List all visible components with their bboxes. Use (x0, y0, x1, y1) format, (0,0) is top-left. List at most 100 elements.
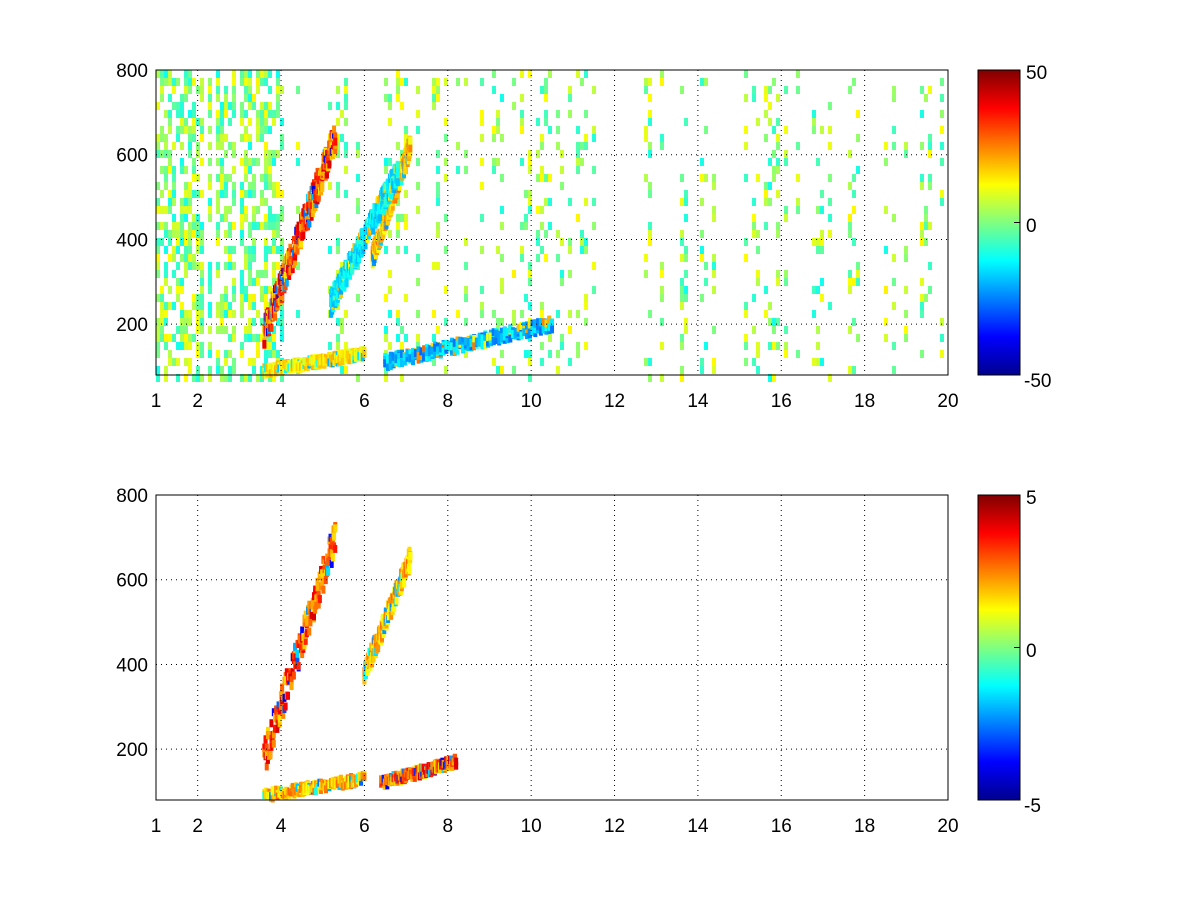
heatmap-cell (820, 278, 824, 286)
heatmap-cell (684, 198, 688, 206)
heatmap-cell (513, 328, 518, 337)
x-tick-label: 8 (443, 391, 454, 412)
heatmap-cell (336, 134, 340, 142)
heatmap-cell (293, 249, 298, 258)
heatmap-cell (334, 286, 339, 295)
heatmap-cell (648, 78, 652, 86)
heatmap-cell (256, 158, 260, 166)
heatmap-cell (928, 86, 932, 94)
heatmap-cell (592, 134, 596, 142)
heatmap-cell (444, 318, 448, 326)
heatmap-cell (264, 358, 268, 366)
heatmap-cell (416, 158, 420, 166)
heatmap-cell (530, 327, 535, 336)
heatmap-cell (776, 318, 780, 326)
heatmap-cell (584, 110, 588, 118)
heatmap-cell (280, 326, 284, 334)
heatmap-cell (280, 334, 284, 342)
heatmap-cell (263, 326, 268, 335)
heatmap-cell (356, 142, 360, 150)
heatmap-cell (536, 230, 540, 238)
heatmap-cell (432, 334, 436, 342)
heatmap-cell (816, 342, 820, 350)
heatmap-cell (216, 206, 220, 214)
heatmap-cell (768, 118, 772, 126)
heatmap-cell (796, 142, 800, 150)
heatmap-cell (386, 355, 391, 364)
heatmap-cell (560, 334, 564, 342)
heatmap-cell (244, 86, 248, 94)
heatmap-cell (536, 206, 540, 214)
heatmap-cell (276, 318, 280, 326)
heatmap-cell (224, 174, 228, 182)
heatmap-cell (756, 246, 760, 254)
heatmap-cell (394, 596, 399, 605)
heatmap-cell (580, 246, 584, 254)
heatmap-cell (244, 158, 248, 166)
heatmap-cell (356, 206, 360, 214)
x-ticks-bottom: 1 2 4 6 8 10 12 14 16 18 20 (151, 816, 959, 837)
heatmap-cell (852, 78, 856, 86)
heatmap-cell (540, 86, 544, 94)
heatmap-cell (296, 640, 301, 649)
heatmap-cell (252, 206, 256, 214)
heatmap-cell (333, 524, 338, 533)
heatmap-cell (768, 342, 772, 350)
heatmap-cell (200, 118, 204, 126)
x-tick-label: 8 (443, 816, 454, 837)
heatmap-cell (326, 567, 331, 576)
heatmap-cell (497, 336, 502, 345)
heatmap-cell (172, 358, 176, 366)
heatmap-cell (316, 180, 321, 189)
heatmap-cell (264, 222, 268, 230)
heatmap-cell (920, 230, 924, 238)
heatmap-cell (264, 118, 268, 126)
heatmap-cell (497, 330, 502, 339)
heatmap-cell (568, 246, 572, 254)
heatmap-cell (540, 174, 544, 182)
heatmap-cell (520, 118, 524, 126)
heatmap-cell (168, 334, 172, 342)
heatmap-cell (568, 198, 572, 206)
heatmap-cell (405, 353, 410, 362)
heatmap-cell (180, 310, 184, 318)
heatmap-cell (644, 78, 648, 86)
heatmap-cell (248, 326, 252, 334)
x-tick-label: 20 (937, 816, 958, 837)
heatmap-cell (784, 278, 788, 286)
heatmap-cell (180, 334, 184, 342)
heatmap-cell (244, 126, 248, 134)
heatmap-cell (224, 350, 228, 358)
heatmap-cell (256, 78, 260, 86)
heatmap-cell (244, 206, 248, 214)
heatmap-cell (848, 222, 852, 230)
heatmap-cell (188, 318, 192, 326)
heatmap-cell (464, 166, 468, 174)
heatmap-cell (168, 302, 172, 310)
heatmap-cell (584, 318, 588, 326)
heatmap-cell (264, 302, 268, 310)
heatmap-cell (436, 78, 440, 86)
heatmap-cell (344, 86, 348, 94)
heatmap-cell (316, 600, 321, 609)
heatmap-cell (188, 238, 192, 246)
x-tick-label: 4 (276, 816, 287, 837)
heatmap-cell (224, 190, 228, 198)
heatmap-cell (224, 302, 228, 310)
heatmap-cell (390, 202, 395, 211)
heatmap-cell (283, 270, 288, 279)
heatmap-cell (328, 342, 332, 350)
heatmap-cell (160, 126, 164, 134)
heatmap-cell (772, 166, 776, 174)
heatmap-cell (712, 326, 716, 334)
heatmap-cell (776, 134, 780, 142)
heatmap-cell (852, 366, 856, 374)
heatmap-cell (248, 230, 252, 238)
heatmap-cell (466, 343, 471, 352)
heatmap-cell (156, 222, 160, 230)
heatmap-cell (516, 323, 521, 332)
heatmap-cell (180, 222, 184, 230)
heatmap-cell (680, 86, 684, 94)
heatmap-cell (216, 262, 220, 270)
